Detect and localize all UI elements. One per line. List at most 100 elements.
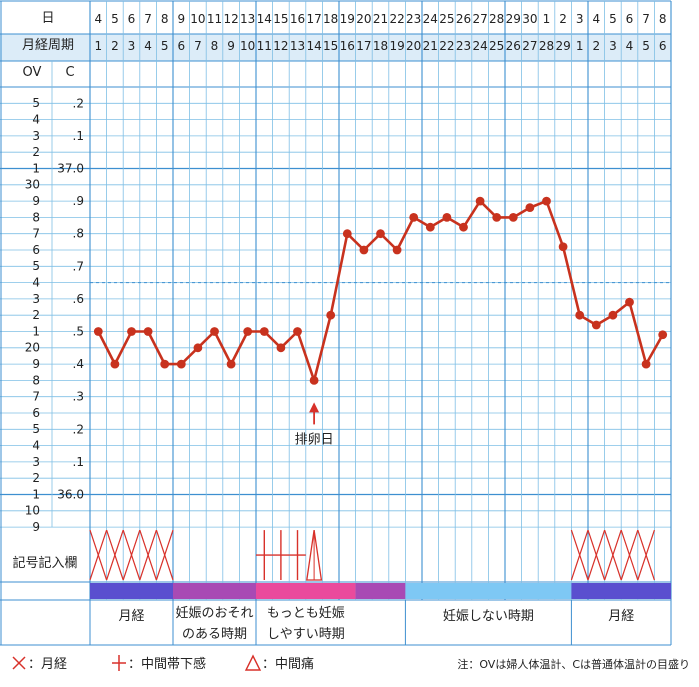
temperature-scale: 5 4 3 2 1 30 9 8 7 6 5 4 3 2 1 20 9 8 7 6 5 4 3 2 1 10 9 .2 .1 37.0 .9… (25, 96, 84, 534)
date-label: 10 (190, 12, 205, 26)
temperature-point (558, 242, 568, 252)
legend-discharge: ：中間帯下感 (128, 656, 206, 672)
phase-color-bar (405, 583, 572, 599)
date-label: 19 (340, 12, 355, 26)
ov-scale-label: 3 (32, 292, 40, 306)
ov-scale-label: 8 (32, 210, 40, 224)
cycle-day-label: 3 (609, 39, 617, 53)
cycle-day-label: 2 (111, 39, 119, 53)
cycle-day-label: 1 (576, 39, 584, 53)
date-label: 2 (559, 12, 567, 26)
c-scale-label: .2 (73, 96, 84, 110)
temperature-point (293, 327, 302, 336)
cycle-day-label: 13 (290, 39, 305, 53)
ov-scale-label: 4 (32, 112, 40, 126)
legend-note: 注：OVは婦人体温計、Cは普通体温計の目盛り (457, 657, 690, 671)
temperature-point (143, 327, 153, 336)
cycle-day-label: 5 (161, 39, 169, 53)
menstruation-mark (122, 529, 141, 581)
ov-scale-label: 7 (32, 227, 40, 241)
temperature-point (425, 222, 435, 232)
legend-pain: ：中間痛 (262, 656, 314, 672)
ov-scale-label: 7 (32, 390, 40, 404)
date-label: 1 (543, 12, 551, 26)
temperature-point (492, 213, 502, 222)
date-label: 11 (207, 12, 222, 26)
ov-scale-label: 2 (32, 308, 40, 322)
cycle-day-label: 21 (423, 39, 438, 53)
date-label: 14 (257, 12, 272, 26)
temperature-point (193, 343, 203, 353)
temperature-point (409, 213, 419, 222)
date-label: 8 (659, 12, 667, 26)
cycle-day-label: 6 (659, 39, 667, 53)
ov-scale-label: 9 (32, 357, 40, 371)
ov-scale-label: 3 (32, 129, 40, 143)
ov-column-label: OV (23, 65, 42, 80)
temperature-point (392, 245, 402, 255)
ovulation-arrow-head (309, 402, 320, 413)
c-scale-label: .1 (73, 129, 84, 143)
cycle-day-label: 3 (128, 39, 136, 53)
phase-label: 妊娠しない時期 (443, 609, 534, 624)
temperature-point (243, 327, 253, 336)
temperature-point (376, 229, 385, 239)
temperature-point (226, 359, 236, 369)
cycle-row-label: 月経周期 (22, 38, 74, 53)
cycle-row-background (0, 34, 671, 61)
date-label: 15 (273, 12, 288, 26)
symbols-row-label: 記号記入欄 (12, 555, 77, 571)
menstruation-mark (620, 529, 639, 581)
date-label: 29 (506, 12, 521, 26)
ov-scale-label: 2 (32, 471, 40, 485)
cycle-day-label: 15 (323, 39, 338, 53)
date-label: 17 (306, 12, 321, 26)
date-label: 27 (472, 12, 487, 26)
ov-scale-label: 2 (32, 145, 40, 159)
cycle-day-label: 29 (555, 39, 570, 53)
legend: ：月経 ：中間帯下感 ：中間痛 注：OVは婦人体温計、Cは普通体温計の目盛り (12, 654, 690, 672)
c-scale-label: .1 (73, 455, 84, 469)
date-label: 25 (439, 12, 454, 26)
temperature-point (259, 327, 269, 336)
temperature-point (625, 297, 634, 307)
cycle-day-label: 24 (472, 39, 487, 53)
temperature-point (342, 229, 352, 239)
symbols-row: 記号記入欄 (12, 529, 655, 581)
cycle-day-label: 5 (642, 39, 650, 53)
ov-scale-label: 9 (32, 520, 40, 534)
date-label: 23 (406, 12, 421, 26)
temperature-point (176, 359, 186, 369)
menstruation-mark (139, 529, 157, 581)
legend-menstruation: ：月経 (28, 657, 67, 672)
c-column-label: C (65, 65, 74, 80)
chart-header: 日 月経周期 OV C (22, 11, 75, 80)
cycle-day-label: 12 (273, 39, 288, 53)
cycle-day-label: 10 (240, 39, 255, 53)
c-scale-label: .3 (73, 390, 84, 404)
cycle-day-label: 7 (194, 39, 202, 53)
temperature-point (93, 327, 103, 336)
discharge-legend-icon (112, 655, 126, 671)
cycle-day-label: 1 (94, 39, 102, 53)
temperature-point (575, 310, 585, 320)
ov-scale-label: 1 (32, 324, 40, 338)
ov-scale-label: 5 (32, 96, 40, 110)
menstruation-legend-icon (12, 656, 26, 670)
menstruation-mark (637, 529, 655, 581)
ov-scale-label: 5 (32, 259, 40, 273)
cycle-day-label: 4 (626, 39, 634, 53)
menstruation-mark (89, 529, 108, 581)
date-label: 4 (94, 12, 102, 26)
date-label: 5 (111, 12, 119, 26)
temperature-point (276, 343, 286, 353)
temperature-point (110, 359, 120, 369)
temperature-point (442, 213, 452, 222)
date-label: 12 (223, 12, 238, 26)
c-scale-label: .2 (73, 422, 84, 436)
cycle-day-label: 22 (439, 39, 454, 53)
menstruation-mark (570, 529, 589, 581)
ov-scale-label: 30 (25, 178, 40, 192)
